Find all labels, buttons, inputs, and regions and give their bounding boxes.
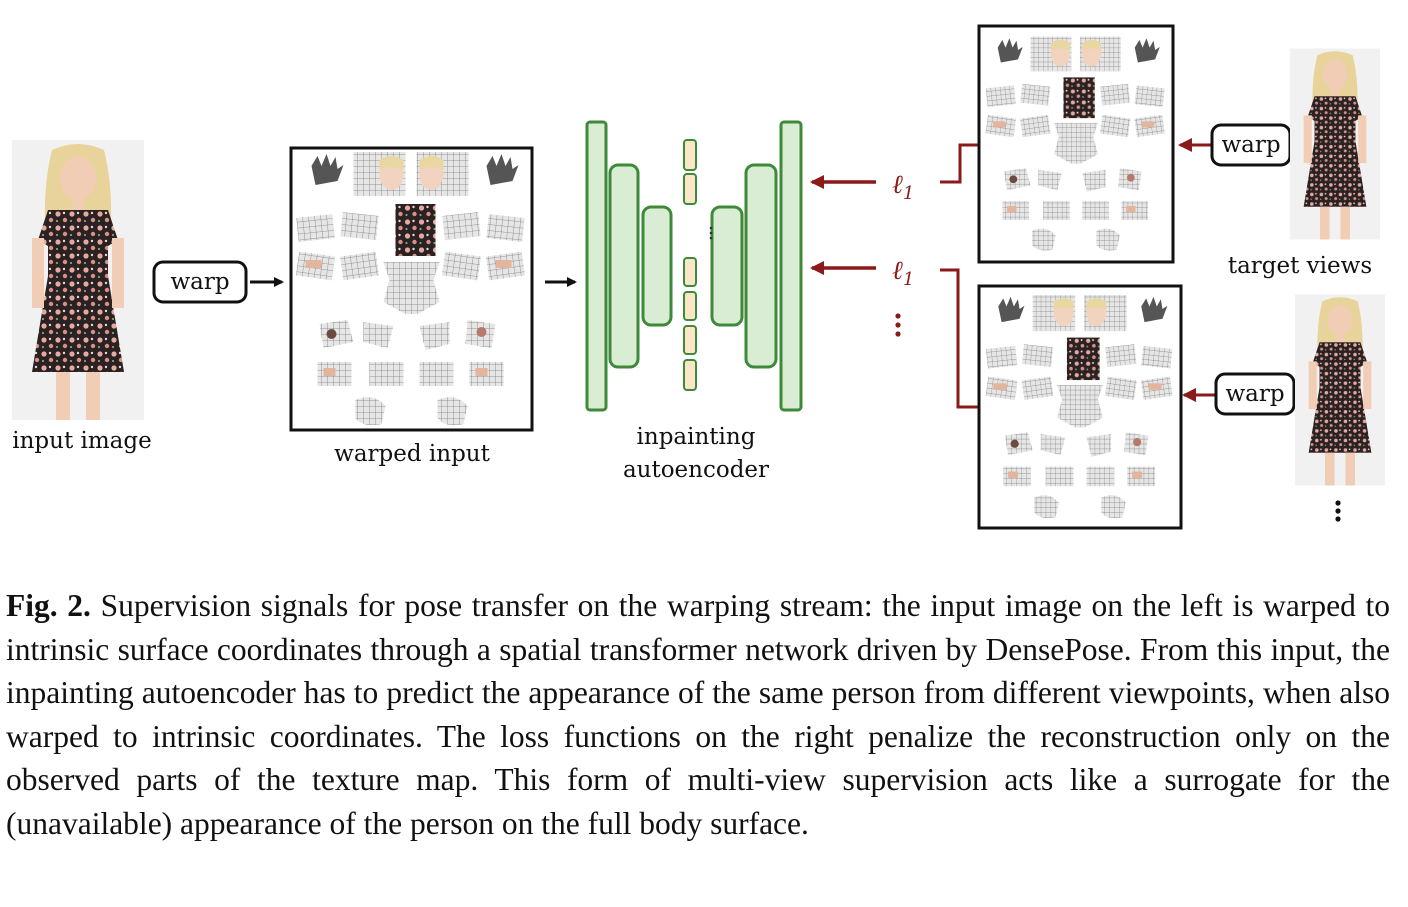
decoder-layer-2	[744, 163, 778, 369]
warped-input-atlas	[289, 146, 534, 432]
encoder-layer-1	[585, 120, 608, 412]
warp-box-target-2: warp	[1214, 372, 1296, 416]
target-atlas-1	[977, 24, 1175, 264]
diagram-canvas: input image warp warped input inpainting…	[12, 24, 1385, 530]
warp-box-target-1: warp	[1210, 123, 1292, 167]
target-views-label: target views	[1228, 253, 1372, 279]
bottleneck-dots	[709, 226, 713, 240]
figure-caption: Fig. 2. Supervision signals for pose tra…	[6, 584, 1390, 845]
pose-transfer-diagram: input image warp warped input inpainting…	[12, 24, 1385, 530]
target-view-photo-1	[1290, 48, 1380, 240]
warp-box-input: warp	[152, 260, 248, 304]
warped-input-label: warped input	[334, 441, 490, 467]
figure-number: Fig. 2.	[6, 588, 91, 623]
target-atlas-2	[977, 284, 1183, 530]
encoder-layer-3	[641, 205, 673, 327]
warp-label: warp	[1225, 381, 1284, 407]
encoder-layer-2	[608, 163, 640, 369]
caption-text: Supervision signals for pose transfer on…	[6, 588, 1391, 841]
autoencoder-label-line2: autoencoder	[623, 457, 769, 483]
input-image-label: input image	[12, 428, 151, 454]
autoencoder-label-line1: inpainting	[637, 424, 756, 450]
target-view-photo-2	[1295, 294, 1385, 486]
bottleneck	[683, 139, 697, 391]
decoder-layer-1	[710, 205, 744, 327]
decoder-layer-3	[779, 120, 803, 412]
loss-connector-top	[940, 143, 980, 184]
loss-connector-bottom	[940, 268, 980, 409]
warp-label: warp	[1221, 132, 1280, 158]
warp-label: warp	[170, 269, 229, 295]
target-ellipsis-dots	[1335, 500, 1341, 522]
loss-label-bottom: ℓ1	[892, 256, 914, 290]
input-image-photo	[12, 140, 144, 420]
loss-ellipsis-dots	[895, 313, 901, 337]
inpainting-autoencoder	[585, 120, 803, 412]
loss-label-top: ℓ1	[892, 170, 914, 204]
